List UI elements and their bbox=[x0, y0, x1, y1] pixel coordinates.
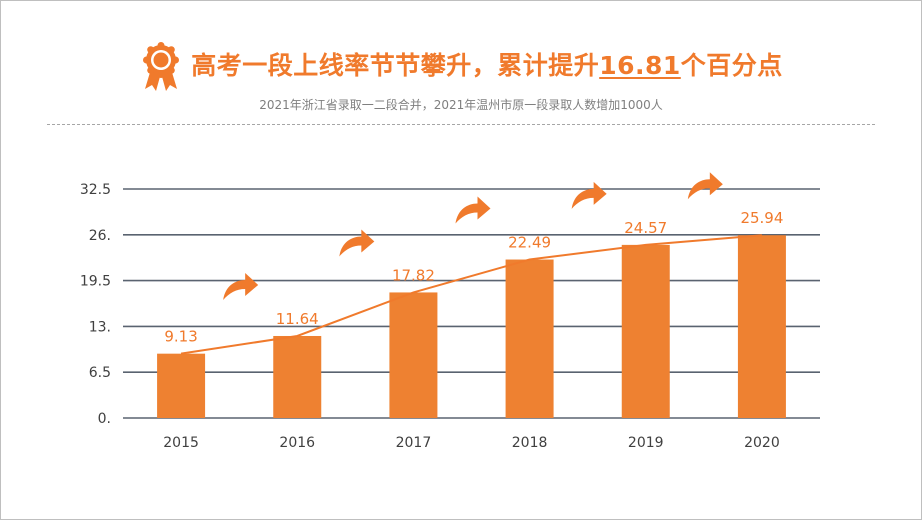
data-label: 25.94 bbox=[740, 209, 783, 227]
arrow-shape bbox=[571, 181, 607, 209]
x-tick-label: 2018 bbox=[512, 435, 548, 451]
arrow-shape bbox=[339, 229, 375, 257]
data-label: 17.82 bbox=[392, 266, 435, 284]
data-label: 24.57 bbox=[624, 219, 667, 237]
y-tick-label: 26. bbox=[89, 228, 111, 244]
trend-line bbox=[180, 234, 762, 355]
title-highlight-value: 16.81 bbox=[599, 51, 681, 80]
title-suffix: 个百分点 bbox=[680, 51, 783, 80]
y-tick-label: 6.5 bbox=[89, 365, 111, 381]
award-ribbon-icon bbox=[143, 42, 180, 91]
y-tick-label: 32.5 bbox=[80, 182, 111, 198]
header: 高考一段上线率节节攀升，累计提升16.81个百分点 bbox=[0, 42, 922, 97]
bar bbox=[621, 244, 670, 418]
bar bbox=[273, 335, 322, 418]
y-tick-label: 13. bbox=[89, 319, 111, 335]
curved-arrow-icon bbox=[455, 196, 491, 224]
data-label: 11.64 bbox=[276, 310, 319, 328]
bar bbox=[157, 353, 206, 418]
curved-arrow-icon bbox=[571, 181, 607, 209]
arrow-shape bbox=[687, 172, 723, 200]
curved-arrow-icon bbox=[223, 272, 259, 300]
arrow-shape bbox=[455, 196, 491, 224]
title-prefix: 高考一段上线率节节攀升，累计提升 bbox=[191, 51, 600, 80]
y-tick-label: 19.5 bbox=[80, 274, 111, 290]
subtitle: 2021年浙江省录取一二段合并，2021年温州市原一段录取人数增加1000人 bbox=[259, 98, 663, 112]
data-label: 22.49 bbox=[508, 234, 551, 252]
x-tick-label: 2016 bbox=[279, 435, 315, 451]
title-row: 高考一段上线率节节攀升，累计提升16.81个百分点 bbox=[139, 42, 783, 91]
x-tick-label: 2017 bbox=[396, 435, 432, 451]
y-tick-label: 0. bbox=[98, 411, 111, 427]
bar bbox=[505, 259, 554, 418]
arrow-shape bbox=[223, 272, 259, 300]
dashed-divider bbox=[47, 124, 875, 125]
bar bbox=[737, 235, 786, 418]
x-tick-label: 2020 bbox=[744, 435, 780, 451]
x-tick-label: 2015 bbox=[163, 435, 199, 451]
curved-arrow-icon bbox=[687, 172, 723, 200]
bar bbox=[389, 292, 438, 418]
x-tick-label: 2019 bbox=[628, 435, 664, 451]
curved-arrow-icon bbox=[339, 229, 375, 257]
page-title: 高考一段上线率节节攀升，累计提升16.81个百分点 bbox=[191, 46, 783, 82]
data-label: 9.13 bbox=[164, 328, 197, 346]
